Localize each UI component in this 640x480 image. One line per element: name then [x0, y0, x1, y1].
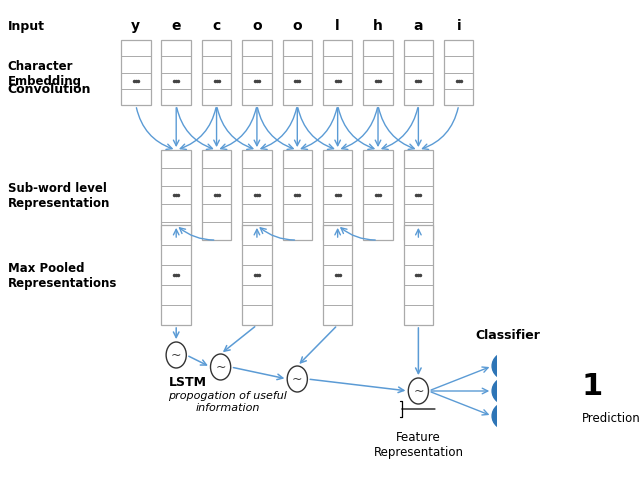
Text: ~: ~: [292, 372, 303, 384]
Text: i: i: [456, 19, 461, 33]
Ellipse shape: [492, 377, 523, 405]
Text: ~: ~: [413, 384, 424, 396]
Text: Convolution: Convolution: [8, 83, 92, 96]
Text: Classifier: Classifier: [476, 328, 540, 341]
Text: ~: ~: [171, 348, 182, 361]
Text: c: c: [212, 19, 221, 33]
Ellipse shape: [492, 352, 523, 380]
Bar: [161, 41, 191, 106]
Bar: [323, 151, 353, 240]
Text: Sub-word level
Representation: Sub-word level Representation: [8, 181, 110, 210]
Bar: [282, 41, 312, 106]
Text: Max Pooled
Representations: Max Pooled Representations: [8, 262, 117, 289]
Text: Input: Input: [8, 20, 45, 33]
Bar: [121, 41, 150, 106]
Text: ~: ~: [215, 360, 226, 373]
Bar: [202, 41, 231, 106]
Bar: [242, 151, 271, 240]
Text: y: y: [131, 19, 140, 33]
Bar: [404, 226, 433, 325]
Bar: [202, 151, 231, 240]
Bar: [364, 151, 393, 240]
Bar: [282, 151, 312, 240]
Bar: [444, 41, 474, 106]
Bar: [323, 41, 353, 106]
Bar: [242, 226, 271, 325]
Bar: [404, 151, 433, 240]
Text: l: l: [335, 19, 340, 33]
Ellipse shape: [492, 402, 523, 430]
Text: Prediction: Prediction: [581, 411, 640, 424]
Text: e: e: [172, 19, 181, 33]
Text: LSTM: LSTM: [168, 375, 207, 388]
Text: Feature
Representation: Feature Representation: [373, 430, 463, 458]
Text: o: o: [292, 19, 302, 33]
Text: h: h: [373, 19, 383, 33]
Bar: [242, 41, 271, 106]
Text: propogation of useful
information: propogation of useful information: [168, 390, 287, 412]
Text: o: o: [252, 19, 262, 33]
Text: a: a: [413, 19, 423, 33]
Bar: [404, 41, 433, 106]
Bar: [323, 226, 353, 325]
Text: 1: 1: [581, 372, 603, 401]
Bar: [364, 41, 393, 106]
Bar: [161, 151, 191, 240]
Bar: [161, 226, 191, 325]
Text: Character
Embedding: Character Embedding: [8, 60, 82, 87]
